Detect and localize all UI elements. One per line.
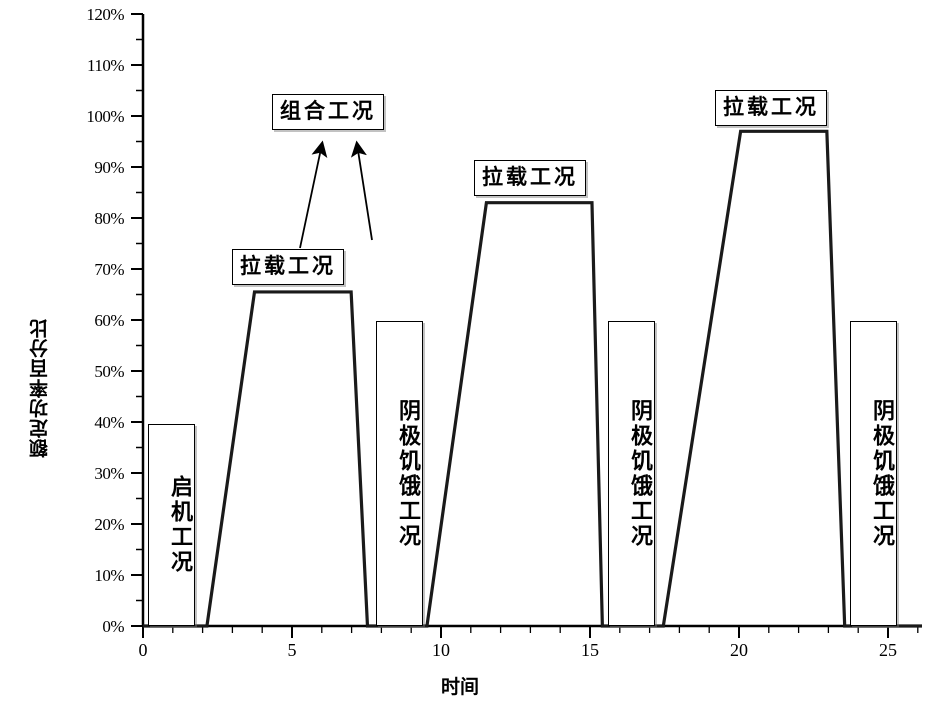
callout-startup-condition[interactable]: 启机工况 [148,424,195,626]
callout-cathode-starvation-1[interactable]: 阴极饥饿工况 [376,321,423,626]
callout-load-condition-2[interactable]: 拉载工况 [474,160,586,196]
chart-container: 120% 110% 100% 90% 80% 70% 60% 50% 40% 3… [0,0,929,720]
callout-cathode-starvation-2[interactable]: 阴极饥饿工况 [608,321,655,626]
y-major-ticks [131,14,143,626]
x-major-ticks [143,626,888,638]
callout-load-condition-3[interactable]: 拉载工况 [715,90,827,126]
annotation-arrow-left [300,144,322,248]
data-series-line [143,131,922,626]
callout-load-condition-1[interactable]: 拉载工况 [232,249,344,285]
annotation-arrow-right [357,144,372,240]
callout-cathode-starvation-3[interactable]: 阴极饥饿工况 [850,321,897,626]
callout-combined-condition[interactable]: 组合工况 [272,94,384,130]
